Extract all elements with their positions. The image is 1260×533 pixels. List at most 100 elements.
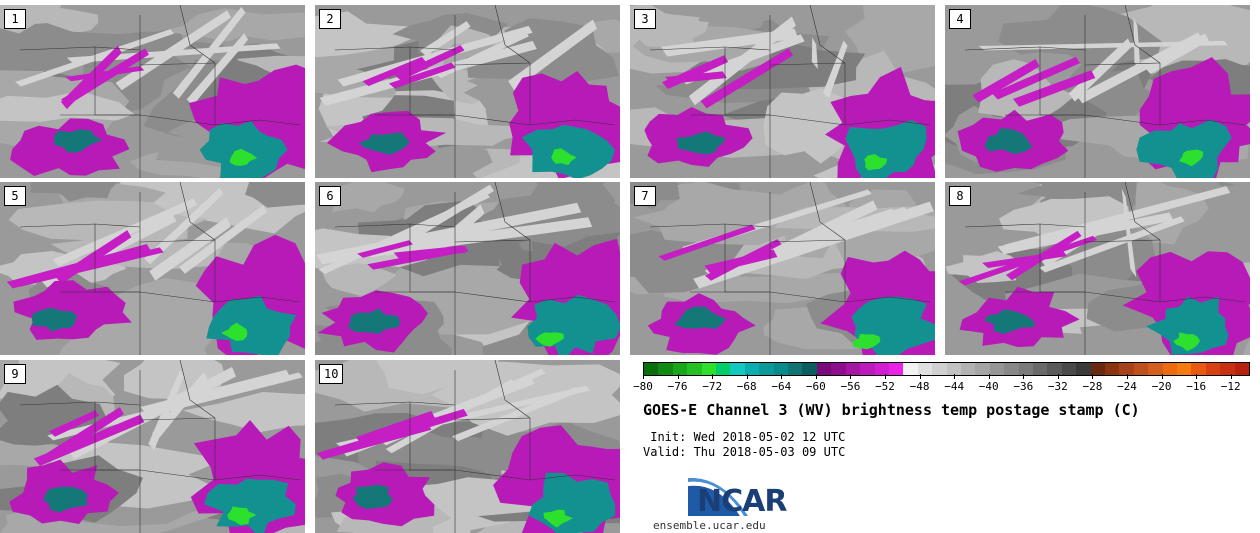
init-time: Init: Wed 2018-05-02 12 UTC xyxy=(643,430,846,444)
colorbar-swatch xyxy=(1004,363,1019,375)
colorbar-tick-mark xyxy=(954,374,956,379)
postage-panel-8: 8 xyxy=(945,182,1250,355)
member-number-7: 7 xyxy=(634,186,656,206)
ncar-url: ensemble.ucar.edu xyxy=(653,519,766,532)
colorbar-swatch xyxy=(1205,363,1221,375)
colorbar-tick-mark xyxy=(712,374,714,379)
postage-panel-4: 4 xyxy=(945,5,1250,178)
wv-map-1 xyxy=(0,5,305,178)
colorbar-tick-label: −44 xyxy=(944,380,965,393)
colorbar-tick-label: −48 xyxy=(909,380,930,393)
colorbar-tick-mark xyxy=(643,374,644,379)
colorbar-tick-mark xyxy=(781,374,783,379)
colorbar-swatch xyxy=(644,363,659,375)
colorbar-tick-label: −28 xyxy=(1082,380,1103,393)
colorbar-swatch xyxy=(932,363,947,375)
member-number-5: 5 xyxy=(4,186,26,206)
wv-map-2 xyxy=(315,5,620,178)
colorbar-swatch xyxy=(744,363,760,375)
postage-panel-6: 6 xyxy=(315,182,620,355)
colorbar-tick-label: −24 xyxy=(1117,380,1137,393)
ncar-logo-word: NCAR xyxy=(697,484,787,519)
member-number-3: 3 xyxy=(634,9,656,29)
colorbar-tick-mark xyxy=(919,374,921,379)
colorbar-tick-label: −68 xyxy=(736,380,757,393)
colorbar-tick-mark xyxy=(815,374,817,379)
colorbar-swatch xyxy=(917,363,933,375)
ncar-logo-mark xyxy=(688,478,748,516)
postage-panel-7: 7 xyxy=(630,182,935,355)
colorbar-swatch xyxy=(1032,363,1048,375)
colorbar-swatch xyxy=(701,363,717,375)
colorbar-tick-mark xyxy=(1057,374,1059,379)
colorbar-swatch xyxy=(1133,363,1149,375)
colorbar-swatch xyxy=(1018,363,1033,375)
member-number-8: 8 xyxy=(949,186,971,206)
postage-panel-3: 3 xyxy=(630,5,935,178)
colorbar-swatch xyxy=(1090,363,1105,375)
colorbar-swatch xyxy=(860,363,875,375)
wv-map-6 xyxy=(315,182,620,355)
colorbar-swatch xyxy=(672,363,688,375)
colorbar-tick-mark xyxy=(850,374,852,379)
colorbar-swatch xyxy=(975,363,990,375)
colorbar xyxy=(643,362,1250,376)
colorbar-swatch xyxy=(1191,363,1206,375)
colorbar-tick-mark xyxy=(1023,374,1025,379)
colorbar-swatch xyxy=(802,363,817,375)
colorbar-tick-mark xyxy=(885,374,886,379)
member-number-6: 6 xyxy=(319,186,341,206)
colorbar-swatch xyxy=(1105,363,1120,375)
colorbar-swatch xyxy=(903,363,918,375)
wv-map-10 xyxy=(315,360,620,533)
colorbar-swatch xyxy=(1119,363,1134,375)
colorbar-tick-label: −16 xyxy=(1186,380,1207,393)
member-number-9: 9 xyxy=(4,364,26,384)
colorbar-tick-mark xyxy=(746,374,748,379)
postage-panel-9: 9 xyxy=(0,360,305,533)
postage-panel-2: 2 xyxy=(315,5,620,178)
member-number-1: 1 xyxy=(4,9,26,29)
member-number-2: 2 xyxy=(319,9,341,29)
wv-map-7 xyxy=(630,182,935,355)
colorbar-swatch xyxy=(1061,363,1077,375)
wv-map-8 xyxy=(945,182,1250,355)
colorbar-swatch xyxy=(831,363,846,375)
wv-map-5 xyxy=(0,182,305,355)
colorbar-swatch xyxy=(687,363,702,375)
colorbar-swatch xyxy=(960,363,976,375)
colorbar-swatch xyxy=(1047,363,1062,375)
colorbar-tick-label: −64 xyxy=(771,380,792,393)
colorbar-swatch xyxy=(989,363,1005,375)
colorbar-tick-label: −60 xyxy=(805,380,826,393)
colorbar-swatch xyxy=(716,363,731,375)
colorbar-tick-mark xyxy=(1230,374,1232,379)
colorbar-tick-label: −32 xyxy=(1047,380,1068,393)
colorbar-swatch xyxy=(658,363,673,375)
colorbar-ticks: −80 −76 −72 −68 −64 −60 −56 −52 −48 −44 −40 −36 −32 −… xyxy=(633,374,1248,394)
colorbar-tick-mark xyxy=(677,374,679,379)
postage-panel-1: 1 xyxy=(0,5,305,178)
colorbar-tick-label: −36 xyxy=(1013,380,1034,393)
figure-title: GOES-E Channel 3 (WV) brightness temp po… xyxy=(643,401,1140,419)
colorbar-tick-mark xyxy=(1127,374,1128,379)
colorbar-swatch xyxy=(816,363,832,375)
member-number-4: 4 xyxy=(949,9,971,29)
colorbar-tick-mark xyxy=(1161,374,1163,379)
colorbar-tick-label: −76 xyxy=(667,380,688,393)
colorbar-tick-mark xyxy=(988,374,990,379)
colorbar-swatch xyxy=(730,363,745,375)
colorbar-swatch xyxy=(1076,363,1091,375)
postage-panel-10: 10 xyxy=(315,360,620,533)
colorbar-swatch xyxy=(874,363,889,375)
colorbar-tick-label: −52 xyxy=(875,380,895,393)
colorbar-swatch xyxy=(946,363,961,375)
postage-panel-5: 5 xyxy=(0,182,305,355)
colorbar-swatch xyxy=(1220,363,1235,375)
colorbar-tick-label: −72 xyxy=(702,380,723,393)
valid-time: Valid: Thu 2018-05-03 09 UTC xyxy=(643,445,846,459)
colorbar-tick-label: −40 xyxy=(978,380,999,393)
colorbar-tick-label: −80 xyxy=(633,380,653,393)
member-number-10: 10 xyxy=(319,364,344,384)
colorbar-swatch xyxy=(759,363,774,375)
